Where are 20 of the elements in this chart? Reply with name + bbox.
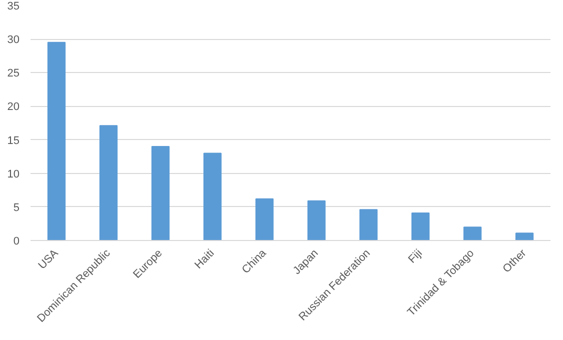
bar	[151, 146, 170, 240]
y-tick-label: 30	[7, 34, 20, 46]
y-tick-label: 10	[7, 168, 20, 180]
bar	[515, 232, 534, 240]
bar	[99, 125, 118, 240]
y-tick-label: 5	[13, 202, 20, 214]
bar	[203, 152, 222, 240]
x-tick-label: Fiji	[406, 247, 425, 266]
y-tick-label: 20	[7, 101, 20, 114]
bar	[359, 209, 378, 240]
y-tick-label: 15	[7, 134, 20, 147]
bar	[463, 226, 482, 240]
y-tick-label: 25	[7, 68, 20, 80]
y-tick-label: 0	[13, 236, 20, 248]
bar	[411, 212, 430, 240]
bar	[307, 200, 326, 240]
bar	[255, 198, 274, 240]
y-tick-label: 35	[7, 0, 20, 12]
bar	[47, 42, 66, 240]
x-tick-label: USA	[36, 246, 62, 272]
